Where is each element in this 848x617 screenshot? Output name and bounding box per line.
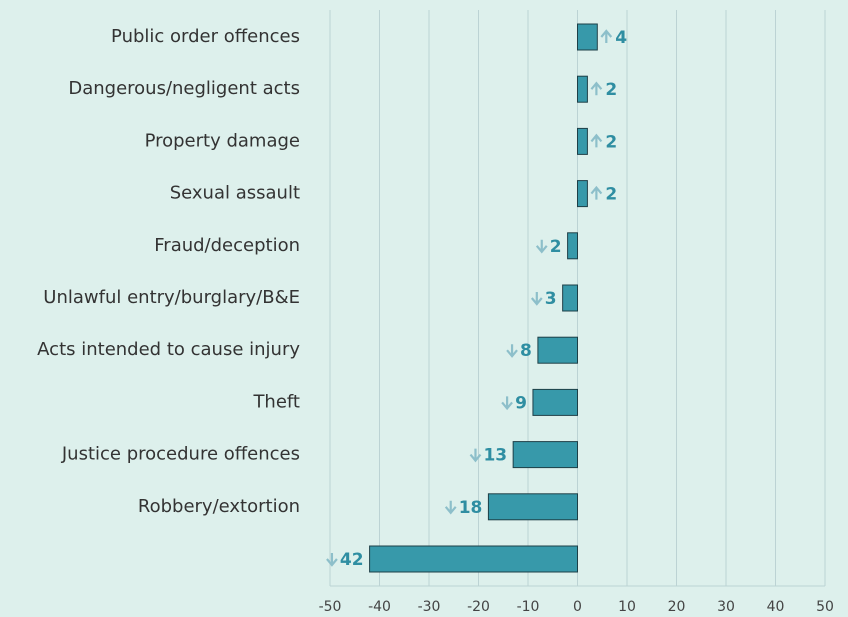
value-label-text: 42	[340, 550, 364, 570]
bar	[532, 388, 579, 416]
x-tick-label: 0	[573, 599, 582, 615]
trend-arrow	[590, 81, 603, 96]
value-label-text: 9	[515, 393, 527, 413]
y-tick-label: Fraud/deception	[154, 235, 300, 256]
y-tick-label: Property damage	[145, 130, 300, 151]
x-tick-label: -50	[319, 599, 342, 615]
trend-arrow	[506, 344, 518, 358]
trend-arrow	[444, 500, 457, 515]
trend-arrow	[590, 133, 603, 148]
x-tick-label: 20	[668, 599, 686, 615]
value-label-text: 8	[520, 341, 532, 361]
x-tick-label: 50	[816, 599, 834, 615]
value-label-text: 18	[459, 498, 483, 518]
value-label: 9	[501, 393, 527, 413]
bar	[487, 493, 578, 521]
x-tick-label: 40	[767, 599, 785, 615]
x-tick-label: -10	[517, 599, 540, 615]
value-label: 42	[326, 550, 364, 570]
y-tick-label: Theft	[252, 391, 300, 412]
trend-arrow	[501, 396, 513, 411]
y-tick-label: Acts intended to cause injury	[37, 339, 300, 360]
value-label-text: 4	[615, 28, 627, 48]
bar	[577, 127, 588, 155]
value-label: 3	[530, 289, 557, 309]
trend-arrow	[535, 239, 548, 254]
y-tick-label: Unlawful entry/burglary/B&E	[43, 287, 300, 308]
x-tick-label: 10	[618, 599, 636, 615]
y-tick-label: Sexual assault	[170, 183, 300, 204]
bar	[577, 180, 588, 208]
value-label-text: 2	[550, 237, 562, 257]
value-label: 2	[590, 80, 617, 100]
value-label-text: 2	[605, 132, 617, 152]
value-label: 8	[506, 341, 532, 361]
value-label: 18	[444, 498, 483, 518]
bar	[537, 336, 579, 364]
y-tick-label: Dangerous/negligent acts	[68, 78, 300, 99]
value-label-text: 3	[545, 289, 557, 309]
bar	[562, 284, 579, 312]
value-label-text: 2	[605, 80, 617, 100]
x-tick-label: -30	[418, 599, 441, 615]
bar	[567, 232, 578, 260]
y-tick-label: Justice procedure offences	[61, 444, 300, 465]
trend-arrow	[326, 553, 338, 567]
x-tick-label: 30	[717, 599, 735, 615]
y-tick-label: Robbery/extortion	[138, 496, 300, 517]
y-tick-label: Public order offences	[111, 26, 300, 47]
x-tick-label: -20	[467, 599, 490, 615]
bar	[577, 23, 598, 51]
value-label: 4	[600, 28, 627, 48]
bar	[577, 75, 588, 103]
value-label: 13	[469, 446, 507, 466]
value-label: 2	[535, 237, 562, 257]
value-label-text: 2	[605, 185, 617, 205]
trend-arrow	[469, 448, 482, 463]
trend-arrow	[530, 292, 543, 306]
bar	[369, 545, 578, 573]
value-label: 2	[590, 132, 617, 152]
value-label-text: 13	[483, 446, 507, 466]
trend-arrow	[600, 29, 613, 43]
value-label: 2	[590, 185, 617, 205]
x-tick-label: -40	[368, 599, 391, 615]
trend-arrow	[590, 185, 603, 200]
bar	[512, 441, 579, 469]
